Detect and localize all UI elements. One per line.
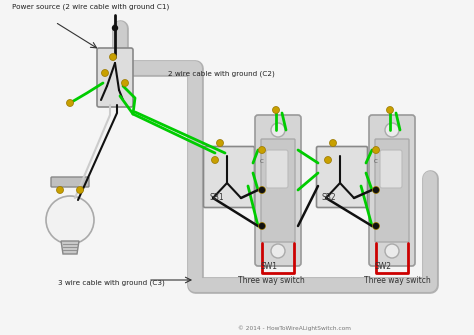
FancyBboxPatch shape [261,139,295,242]
Circle shape [56,187,64,194]
Circle shape [109,54,117,61]
Circle shape [258,187,265,194]
FancyBboxPatch shape [375,139,409,242]
Circle shape [386,107,393,114]
FancyBboxPatch shape [317,146,367,207]
Text: Three way switch: Three way switch [364,276,431,285]
Circle shape [101,69,109,76]
Circle shape [373,222,380,229]
FancyBboxPatch shape [203,146,255,207]
Text: C: C [374,159,378,164]
Circle shape [374,188,379,193]
Circle shape [217,139,224,146]
Polygon shape [61,241,79,254]
Circle shape [374,223,379,228]
Circle shape [329,139,337,146]
Text: C: C [260,159,264,164]
Circle shape [385,244,399,258]
Text: SB2: SB2 [322,193,337,202]
Text: 3 wire cable with ground (C3): 3 wire cable with ground (C3) [58,280,165,286]
FancyBboxPatch shape [97,48,133,107]
FancyBboxPatch shape [369,115,415,266]
Circle shape [76,187,83,194]
Circle shape [259,188,264,193]
Circle shape [46,196,94,244]
Circle shape [273,107,280,114]
Text: SW2: SW2 [375,262,392,271]
FancyBboxPatch shape [255,115,301,266]
Circle shape [112,25,118,30]
Text: SW1: SW1 [261,262,278,271]
Text: Power source (2 wire cable with ground C1): Power source (2 wire cable with ground C… [12,3,169,9]
Circle shape [271,244,285,258]
Circle shape [211,156,219,163]
Circle shape [258,146,265,153]
FancyBboxPatch shape [380,150,402,188]
FancyBboxPatch shape [266,150,288,188]
Circle shape [373,187,380,194]
Circle shape [121,79,128,86]
Circle shape [325,156,331,163]
Circle shape [385,123,399,137]
Circle shape [373,146,380,153]
Circle shape [271,123,285,137]
Text: Three way switch: Three way switch [238,276,305,285]
Circle shape [259,223,264,228]
Circle shape [258,222,265,229]
Circle shape [66,99,73,107]
Text: © 2014 - HowToWireALightSwitch.com: © 2014 - HowToWireALightSwitch.com [238,325,351,331]
FancyBboxPatch shape [51,177,89,187]
Text: 2 wire cable with ground (C2): 2 wire cable with ground (C2) [168,70,275,76]
Text: SB1: SB1 [209,193,224,202]
